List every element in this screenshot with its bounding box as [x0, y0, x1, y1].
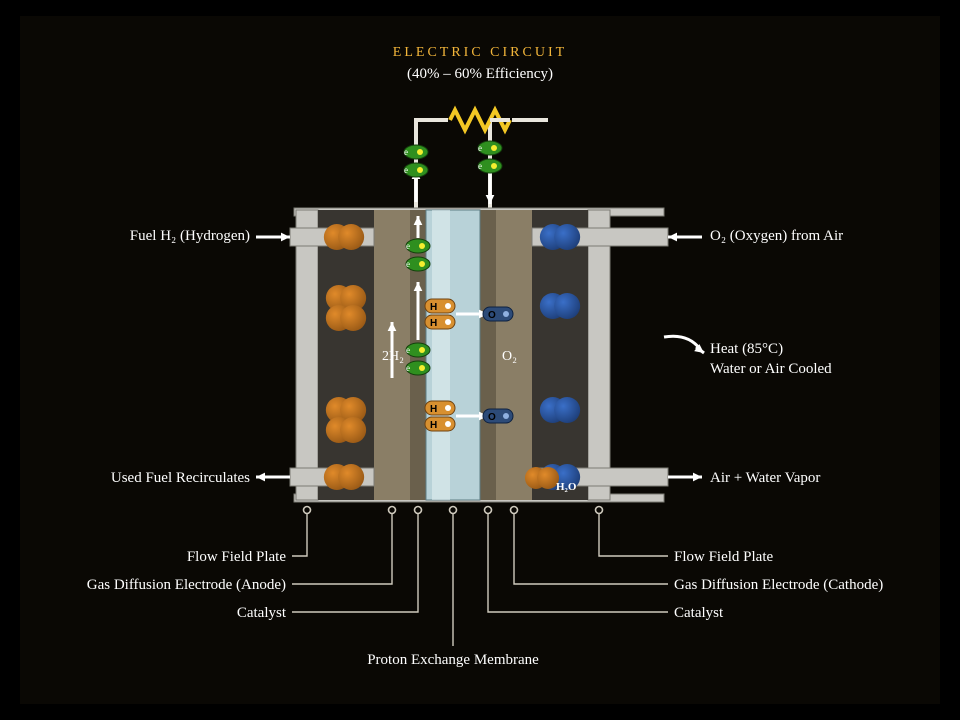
- labels.o2_in: O₂ (Oxygen) from Air: [710, 228, 843, 244]
- svg-text:O: O: [488, 310, 496, 321]
- labels.gde_a: Gas Diffusion Electrode (Anode): [87, 577, 286, 593]
- electron: e: [478, 159, 502, 173]
- svg-text:H: H: [430, 302, 437, 313]
- internal-h2o: H₂O: [556, 481, 577, 493]
- svg-text:e: e: [406, 345, 410, 355]
- molecule: [326, 305, 366, 331]
- labels.ffp: Flow Field Plate: [187, 549, 287, 565]
- ion: H: [425, 401, 455, 415]
- labels.ffp: Flow Field Plate: [674, 549, 774, 565]
- svg-text:O: O: [488, 412, 496, 423]
- electron: e: [406, 257, 430, 271]
- molecule: [540, 397, 580, 423]
- svg-text:e: e: [478, 161, 482, 171]
- labels.gde_c: Gas Diffusion Electrode (Cathode): [674, 577, 883, 593]
- svg-text:e: e: [404, 147, 408, 157]
- electron: e: [406, 361, 430, 375]
- molecule: [324, 464, 364, 490]
- svg-text:H: H: [430, 420, 437, 431]
- fuel-cell-diagram: ELECTRIC CIRCUIT(40% – 60% Efficiency)ee…: [0, 0, 960, 720]
- svg-text:H: H: [430, 318, 437, 329]
- labels.heat_l2: Water or Air Cooled: [710, 361, 832, 377]
- electron: e: [404, 145, 428, 159]
- svg-text:e: e: [406, 363, 410, 373]
- electron: e: [478, 141, 502, 155]
- labels.pem: Proton Exchange Membrane: [367, 652, 539, 668]
- svg-text:e: e: [406, 241, 410, 251]
- electron: e: [406, 343, 430, 357]
- labels.catalyst: Catalyst: [674, 605, 724, 621]
- svg-text:H: H: [430, 404, 437, 415]
- molecule: [525, 467, 559, 489]
- ion: O: [483, 307, 513, 321]
- molecule: [540, 293, 580, 319]
- ion: H: [425, 315, 455, 329]
- labels.fuel_in: Fuel H₂ (Hydrogen): [130, 228, 250, 244]
- electron: e: [404, 163, 428, 177]
- svg-text:e: e: [478, 143, 482, 153]
- svg-text:e: e: [404, 165, 408, 175]
- electron: e: [406, 239, 430, 253]
- ion: O: [483, 409, 513, 423]
- molecule: [540, 224, 580, 250]
- ion: H: [425, 417, 455, 431]
- ion: H: [425, 299, 455, 313]
- internal-o2: O₂: [502, 349, 517, 364]
- svg-text:e: e: [406, 259, 410, 269]
- molecule: [324, 224, 364, 250]
- title-line1: ELECTRIC CIRCUIT: [393, 45, 567, 60]
- labels.used_fuel: Used Fuel Recirculates: [111, 470, 250, 486]
- labels.air_out: Air + Water Vapor: [710, 470, 820, 486]
- labels.catalyst: Catalyst: [237, 605, 287, 621]
- labels.heat_l1: Heat (85°C): [710, 341, 783, 357]
- molecule: [326, 417, 366, 443]
- title-line2: (40% – 60% Efficiency): [407, 66, 553, 82]
